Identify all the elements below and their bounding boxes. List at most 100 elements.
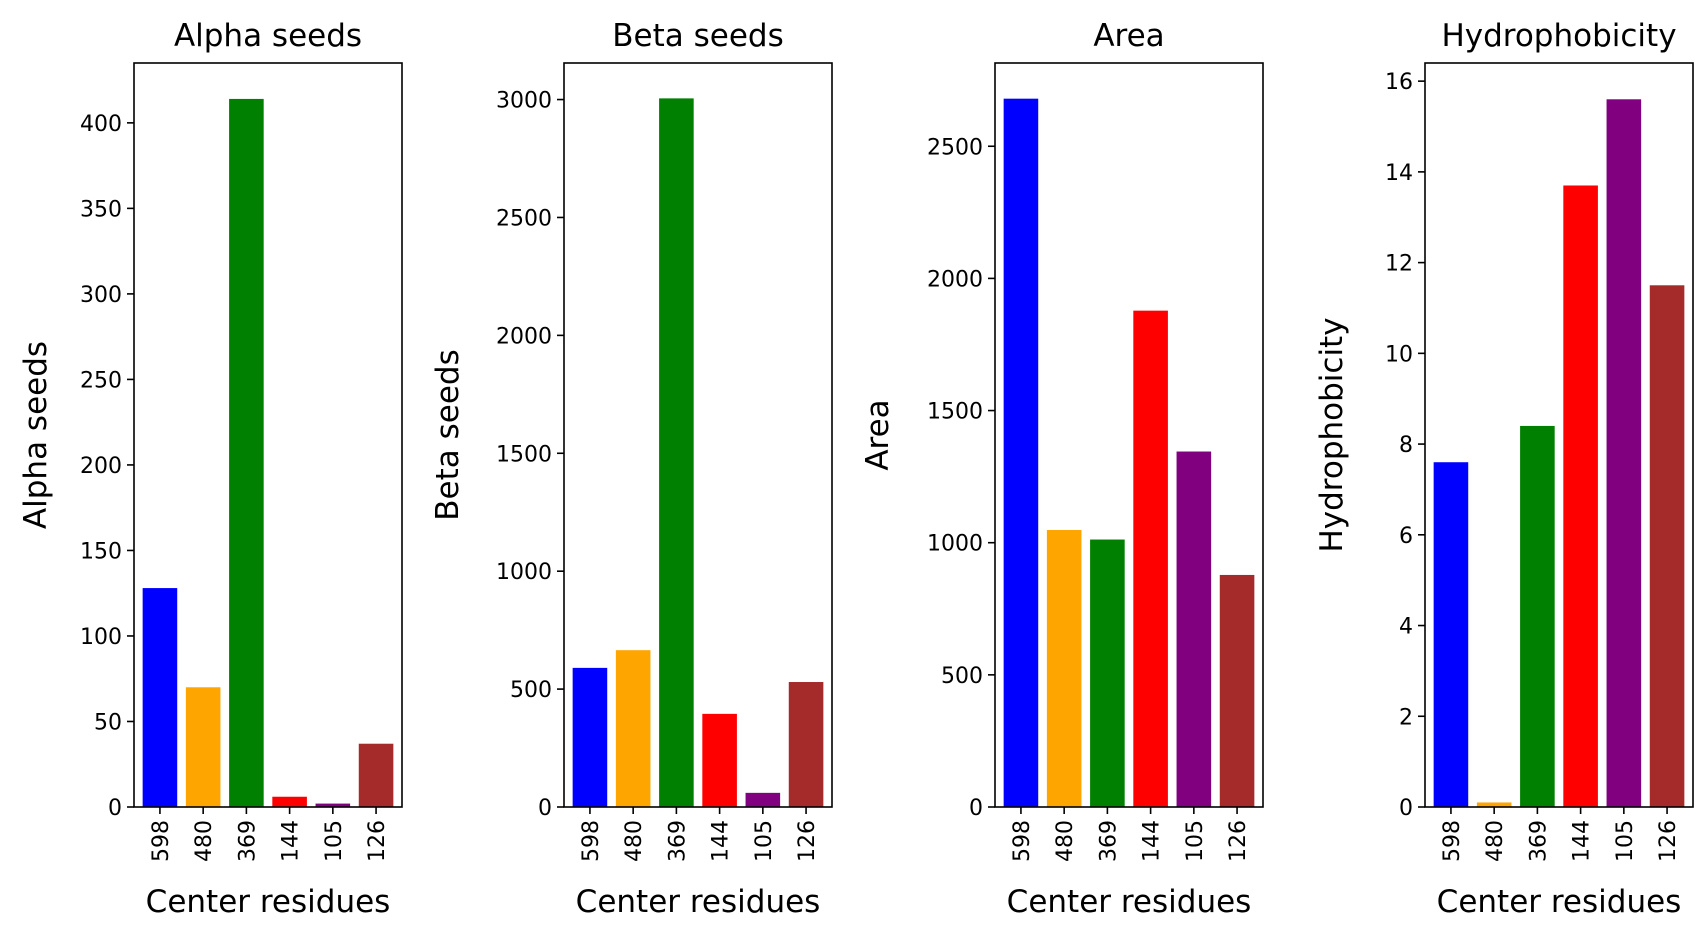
x-tick-label: 144	[709, 820, 734, 862]
x-tick-label: 369	[235, 820, 260, 862]
y-tick-label: 1000	[496, 560, 552, 585]
y-tick-label: 12	[1385, 252, 1413, 277]
bar-105	[315, 803, 351, 807]
x-tick-label: 369	[1096, 820, 1121, 862]
x-ticks: 598 480 369 144 105 126	[1010, 807, 1251, 862]
y-tick-label: 300	[80, 283, 122, 308]
bar-126	[358, 743, 394, 807]
bar-369	[1520, 425, 1555, 807]
x-tick-label: 369	[665, 820, 690, 862]
bar-598	[142, 588, 178, 807]
bar-480	[1476, 802, 1512, 807]
subplot-beta-seeds: 0 500 1000 1500 2000 2500 3000 598 480 369 144 105…	[430, 18, 833, 920]
y-tick-label: 4	[1399, 615, 1413, 640]
y-tick-label: 10	[1385, 342, 1413, 367]
bars	[1433, 99, 1685, 808]
y-tick-label: 0	[1399, 796, 1413, 821]
bar-126	[788, 682, 824, 807]
y-tick-label: 0	[108, 796, 122, 821]
x-tick-label: 480	[1483, 820, 1508, 862]
axes-frame	[133, 62, 403, 808]
bar-144	[1133, 310, 1168, 807]
x-ticks: 598 480 369 144 105 126	[1440, 807, 1681, 862]
bar-598	[1003, 98, 1039, 807]
x-axis-label: Center residues	[146, 884, 391, 920]
bar-105	[1606, 99, 1642, 808]
y-tick-label: 200	[80, 454, 122, 479]
x-tick-label: 126	[1656, 820, 1681, 862]
x-tick-label: 126	[365, 820, 390, 862]
bar-144	[1563, 185, 1598, 808]
x-tick-label: 598	[579, 820, 604, 862]
x-tick-label: 369	[1526, 820, 1551, 862]
y-tick-label: 50	[94, 710, 122, 735]
y-tick-label: 0	[969, 796, 983, 821]
y-tick-label: 500	[941, 664, 983, 689]
y-ticks: 0 500 1000 1500 2000 2500 3000	[496, 89, 564, 821]
y-axis-label: Area	[860, 399, 896, 470]
x-axis-label: Center residues	[1007, 884, 1252, 920]
bars	[1003, 98, 1255, 807]
y-tick-label: 2500	[927, 135, 983, 160]
axes-frame	[994, 62, 1264, 808]
bar-105	[1176, 451, 1212, 807]
axes-frame	[563, 62, 833, 808]
bar-480	[185, 687, 221, 807]
bar-369	[229, 98, 264, 808]
y-axis-label: Hydrophobicity	[1314, 317, 1350, 552]
subplot-alpha-seeds: 0 50 100 150 200 250 300 350 400 598 480 369 144 105…	[18, 18, 403, 920]
bar-598	[1433, 462, 1469, 807]
x-tick-label: 144	[1140, 820, 1165, 862]
bar-369	[659, 98, 694, 807]
bars	[572, 98, 824, 807]
x-axis-label: Center residues	[1437, 884, 1682, 920]
bar-598	[572, 667, 608, 807]
y-tick-label: 0	[538, 796, 552, 821]
bar-480	[615, 650, 651, 807]
y-tick-label: 1500	[496, 442, 552, 467]
axes-frame	[1424, 62, 1694, 808]
y-ticks: 0 2 4 6 8 10 12 14 16	[1385, 70, 1425, 821]
x-tick-label: 144	[279, 820, 304, 862]
y-tick-label: 2	[1399, 705, 1413, 730]
x-tick-label: 105	[1613, 820, 1638, 862]
bars	[142, 98, 394, 808]
x-tick-label: 144	[1570, 820, 1595, 862]
y-ticks: 0 500 1000 1500 2000 2500	[927, 135, 995, 821]
x-tick-label: 126	[795, 820, 820, 862]
y-ticks: 0 50 100 150 200 250 300 350 400	[80, 112, 134, 821]
bar-144	[272, 796, 307, 807]
y-tick-label: 250	[80, 368, 122, 393]
y-tick-label: 2500	[496, 206, 552, 231]
x-tick-label: 126	[1226, 820, 1251, 862]
y-tick-label: 2000	[927, 267, 983, 292]
y-tick-label: 6	[1399, 524, 1413, 549]
x-tick-label: 598	[149, 820, 174, 862]
y-tick-label: 400	[80, 112, 122, 137]
y-tick-label: 2000	[496, 324, 552, 349]
y-tick-label: 350	[80, 197, 122, 222]
chart-title: Area	[1093, 18, 1164, 54]
y-tick-label: 16	[1385, 70, 1413, 95]
y-tick-label: 500	[510, 678, 552, 703]
chart-title: Hydrophobicity	[1441, 18, 1676, 54]
x-tick-label: 480	[1053, 820, 1078, 862]
x-tick-label: 105	[322, 820, 347, 862]
y-tick-label: 100	[80, 625, 122, 650]
y-tick-label: 150	[80, 539, 122, 564]
x-tick-label: 598	[1440, 820, 1465, 862]
y-tick-label: 8	[1399, 433, 1413, 458]
bar-480	[1046, 530, 1082, 807]
x-tick-label: 105	[752, 820, 777, 862]
x-ticks: 598 480 369 144 105 126	[149, 807, 390, 862]
y-tick-label: 14	[1385, 161, 1413, 186]
x-tick-label: 480	[192, 820, 217, 862]
y-tick-label: 1000	[927, 532, 983, 557]
y-axis-label: Beta seeds	[430, 349, 466, 520]
y-tick-label: 1500	[927, 400, 983, 425]
x-tick-label: 598	[1010, 820, 1035, 862]
x-ticks: 598 480 369 144 105 126	[579, 807, 820, 862]
chart-title: Beta seeds	[612, 18, 783, 54]
